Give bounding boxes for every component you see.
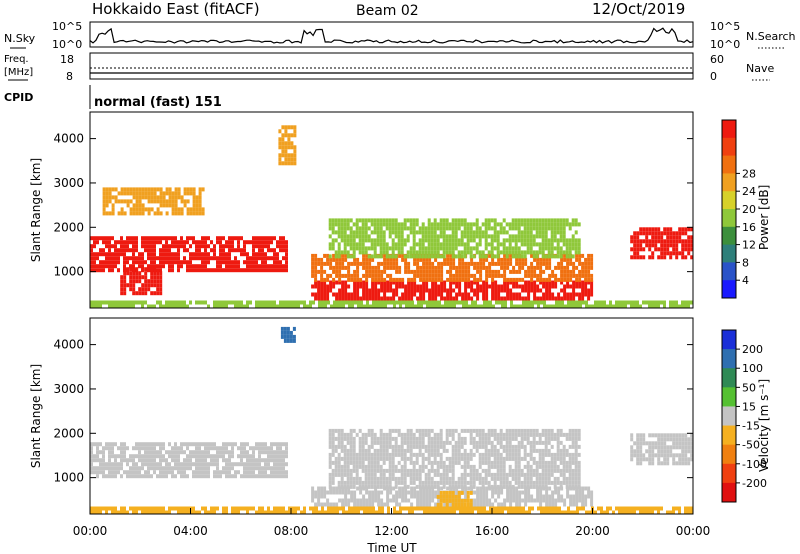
- colorbar-tick-label: 8: [742, 256, 749, 269]
- nsky-trace: [89, 27, 694, 44]
- y-tick-label: 4000: [53, 338, 84, 352]
- x-tick-label: 12:00: [374, 524, 409, 538]
- colorbar-swatch: [722, 173, 736, 192]
- colorbar-swatch: [722, 137, 736, 157]
- colorbar-swatch: [722, 191, 736, 210]
- heat-region-1: [120, 267, 163, 296]
- colorbar-swatch: [722, 155, 736, 174]
- colorbar-swatch: [722, 244, 736, 263]
- x-tick-label: 04:00: [173, 524, 208, 538]
- x-axis-label: Time UT: [366, 541, 417, 554]
- y-tick-label: 4000: [53, 132, 84, 146]
- heat-region-5: [90, 506, 693, 515]
- y-tick-label: 2000: [53, 426, 84, 440]
- colorbar-swatch: [722, 387, 736, 407]
- colorbar-tick-label: 4: [742, 274, 749, 287]
- colorbar-swatch: [722, 226, 736, 246]
- freq-panel: [89, 52, 694, 80]
- colorbar-swatch: [722, 463, 736, 484]
- colorbar-swatch: [722, 406, 736, 427]
- heat-region-3: [311, 253, 594, 282]
- colorbar-swatch: [722, 482, 736, 503]
- colorbar-tick-label: 28: [742, 167, 756, 180]
- velocity-colorbar: 200 100 50 15 -15 -50 -100 -200: [721, 329, 767, 503]
- power-colorbar: 4 8 12 16 20 24 28: [721, 119, 756, 299]
- station-title: Hokkaido East (fitACF): [92, 0, 260, 18]
- colorbar-swatch: [722, 120, 736, 139]
- colorbar-swatch: [722, 262, 736, 281]
- x-tick-label: 08:00: [274, 524, 309, 538]
- colorbar-swatch: [722, 280, 736, 299]
- colorbar-tick-label: -200: [742, 477, 767, 490]
- freq-label: Freq.: [4, 54, 29, 65]
- heat-region-7: [102, 187, 205, 216]
- x-tick-label: 00:00: [73, 524, 108, 538]
- velocity-colorbar-label: Velocity [m s⁻¹]: [757, 379, 771, 472]
- nsearch-tick-lo: 10^0: [710, 38, 740, 51]
- y-tick-label: 1000: [53, 471, 84, 485]
- y-axis-label: Slant Range [km]: [29, 364, 43, 468]
- heat-region-4: [630, 433, 694, 466]
- nsky-tick-lo: 10^0: [52, 38, 82, 51]
- colorbar-tick-label: 16: [742, 221, 756, 234]
- power-colorbar-label: Power [dB]: [757, 185, 771, 250]
- nave-label: Nave: [746, 62, 774, 75]
- y-tick-label: 2000: [53, 220, 84, 234]
- colorbar-tick-label: 12: [742, 239, 756, 252]
- heat-region-2: [328, 428, 581, 489]
- colorbar-swatch: [722, 425, 736, 446]
- colorbar-tick-label: 15: [742, 400, 756, 413]
- colorbar-tick-label: -15: [742, 420, 760, 433]
- heat-region-5: [630, 227, 694, 260]
- colorbar-tick-label: 100: [742, 362, 763, 375]
- heat-region-0: [90, 442, 288, 479]
- heat-region-3: [436, 490, 473, 507]
- freq-unit: [MHz]: [4, 67, 33, 78]
- y-tick-label: 3000: [53, 382, 84, 396]
- y-axis-label: Slant Range [km]: [29, 158, 43, 262]
- nsearch-label: N.Search: [746, 30, 796, 43]
- x-tick-label: 16:00: [475, 524, 510, 538]
- colorbar-tick-label: -50: [742, 439, 760, 452]
- nsky-panel: [89, 21, 694, 48]
- nsky-label: N.Sky: [4, 32, 36, 45]
- nave-tick-hi: 60: [710, 53, 724, 66]
- heat-region-0: [90, 236, 288, 273]
- y-tick-label: 3000: [53, 176, 84, 190]
- date-title: 12/Oct/2019: [592, 0, 685, 18]
- colorbar-tick-label: 200: [742, 343, 763, 356]
- colorbar-swatch: [722, 444, 736, 465]
- colorbar-swatch: [722, 349, 736, 369]
- power-heatmap: [90, 125, 694, 309]
- velocity-heatmap: [90, 326, 694, 515]
- colorbar-frame: [721, 329, 737, 503]
- colorbar-swatch: [722, 209, 736, 228]
- heat-region-4: [328, 218, 581, 259]
- x-tick-label: 20:00: [575, 524, 610, 538]
- nsearch-tick-hi: 10^5: [710, 20, 740, 33]
- colorbar-tick-label: -100: [742, 458, 767, 471]
- cpid-label: CPID: [4, 91, 33, 104]
- colorbar-tick-label: 50: [742, 381, 756, 394]
- x-tick-label: 00:00: [676, 524, 711, 538]
- colorbar-tick-label: 20: [742, 203, 756, 216]
- nsky-tick-hi: 10^5: [52, 20, 82, 33]
- heat-region-2: [311, 280, 594, 301]
- freq-tick-hi: 18: [60, 53, 74, 66]
- colorbar-tick-label: 24: [742, 185, 756, 198]
- colorbar-swatch: [722, 368, 736, 388]
- cpid-text: normal (fast) 151: [94, 95, 222, 110]
- beam-title: Beam 02: [356, 3, 419, 19]
- heat-region-6: [280, 326, 296, 343]
- power-panel-frame: [89, 111, 694, 309]
- y-tick-label: 1000: [53, 265, 84, 279]
- nave-tick-lo: 0: [710, 70, 717, 83]
- freq-tick-lo: 8: [66, 70, 73, 83]
- heat-region-6: [90, 300, 693, 309]
- colorbar-swatch: [722, 330, 736, 350]
- heat-region-8: [278, 125, 297, 166]
